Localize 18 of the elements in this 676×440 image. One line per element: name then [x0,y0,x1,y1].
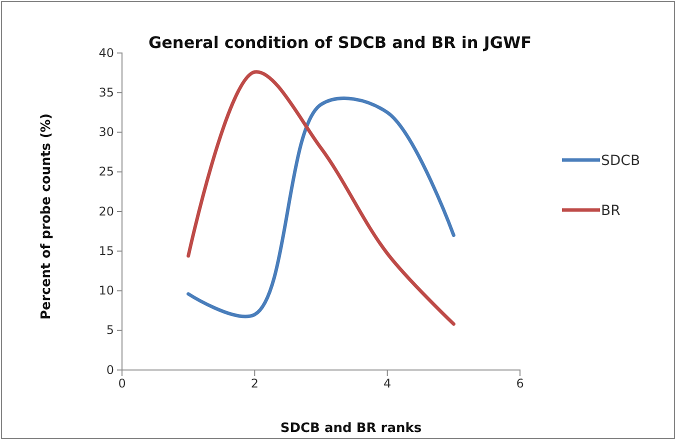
y-tick-label: 30 [98,125,114,140]
y-tick-label: 5 [106,323,114,338]
y-axis-title: Percent of probe counts (%) [39,113,54,320]
x-tick-label: 4 [384,376,392,391]
chart-title: General condition of SDCB and BR in JGWF [148,33,532,52]
y-tick-label: 25 [98,164,114,179]
y-tick-label: 10 [98,284,114,298]
x-tick-label: 6 [516,376,524,391]
y-tick-label: 20 [98,204,114,218]
legend-label: SDCB [601,153,640,169]
y-tick-label: 15 [98,244,114,258]
x-axis-title: SDCB and BR ranks [280,421,422,436]
x-tick-label: 2 [250,376,258,391]
y-tick-label: 40 [98,46,114,60]
y-tick-label: 35 [98,85,114,100]
x-tick-label: 0 [118,376,126,391]
legend-label: BR [601,203,621,219]
y-tick-label: 0 [106,362,114,377]
